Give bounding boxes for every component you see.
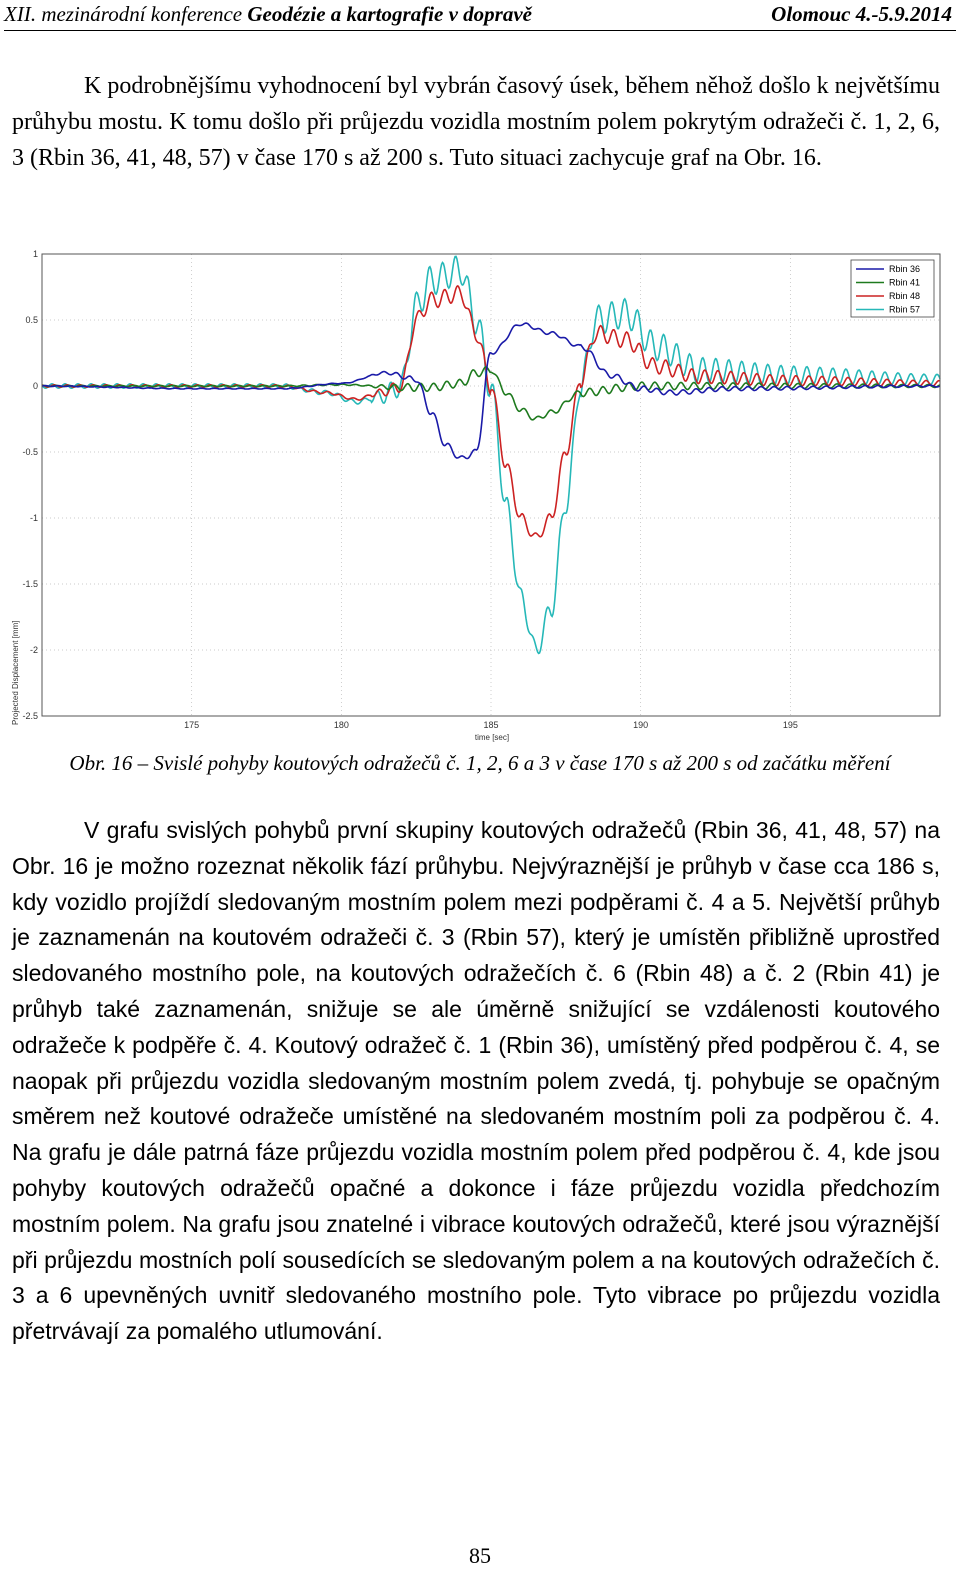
chart-ticks: 175 180 185 190 195 1 0.5 0 -0.5 -1 -1.5 -2 -2.5 [22,249,797,730]
y-tick-label: 0 [33,381,38,391]
legend-label: Rbin 48 [889,291,920,301]
running-header: XII. mezinárodní konference Geodézie a k… [4,0,956,31]
intro-paragraph-text: K podrobnějšímu vyhodnocení byl vybrán č… [12,73,940,171]
y-tick-label: -2.5 [22,711,38,721]
plot-frame [41,253,941,717]
chart-grid [42,253,940,717]
chart-series [41,255,941,655]
y-tick-label: 1 [33,249,38,259]
y-tick-label: -0.5 [22,447,38,457]
legend-label: Rbin 36 [889,264,920,274]
page-number: 85 [469,1543,491,1568]
header-conference: XII. mezinárodní konference Geodézie a k… [4,2,532,27]
legend-label: Rbin 41 [889,278,920,288]
displacement-chart: 175 180 185 190 195 1 0.5 0 -0.5 -1 -1.5 -2 -2.5 tim… [11,249,941,742]
legend-box [850,259,935,318]
intro-paragraph: K podrobnějšímu vyhodnocení byl vybrán č… [12,68,940,176]
x-tick-label: 190 [633,720,648,730]
x-tick-label: 195 [783,720,798,730]
header-conference-prefix: XII. mezinárodní konference [4,2,248,26]
x-tick-label: 175 [184,720,199,730]
series-line-rbin-48 [41,284,941,538]
y-tick-label: -1 [30,513,38,523]
y-tick-label: 0.5 [25,315,38,325]
analysis-paragraph: V grafu svislých pohybů první skupiny ko… [12,813,940,1350]
series-line-rbin-36 [41,322,941,460]
header-conference-title: Geodézie a kartografie v dopravě [247,2,532,26]
y-tick-label: -1.5 [22,579,38,589]
y-axis-label: Projected Displacement [mm] [11,621,20,725]
y-tick-label: -2 [30,645,38,655]
header-location-date: Olomouc 4.-5.9.2014 [771,2,952,26]
analysis-paragraph-text: V grafu svislých pohybů první skupiny ko… [12,817,940,1345]
figure-caption: Obr. 16 – Svislé pohyby koutových odraže… [69,751,891,775]
legend-label: Rbin 57 [889,305,920,315]
x-axis-label: time [sec] [475,733,509,742]
x-tick-label: 185 [483,720,498,730]
x-tick-label: 180 [334,720,349,730]
chart-legend: Rbin 36 Rbin 41 Rbin 48 Rbin 57 [850,259,935,318]
